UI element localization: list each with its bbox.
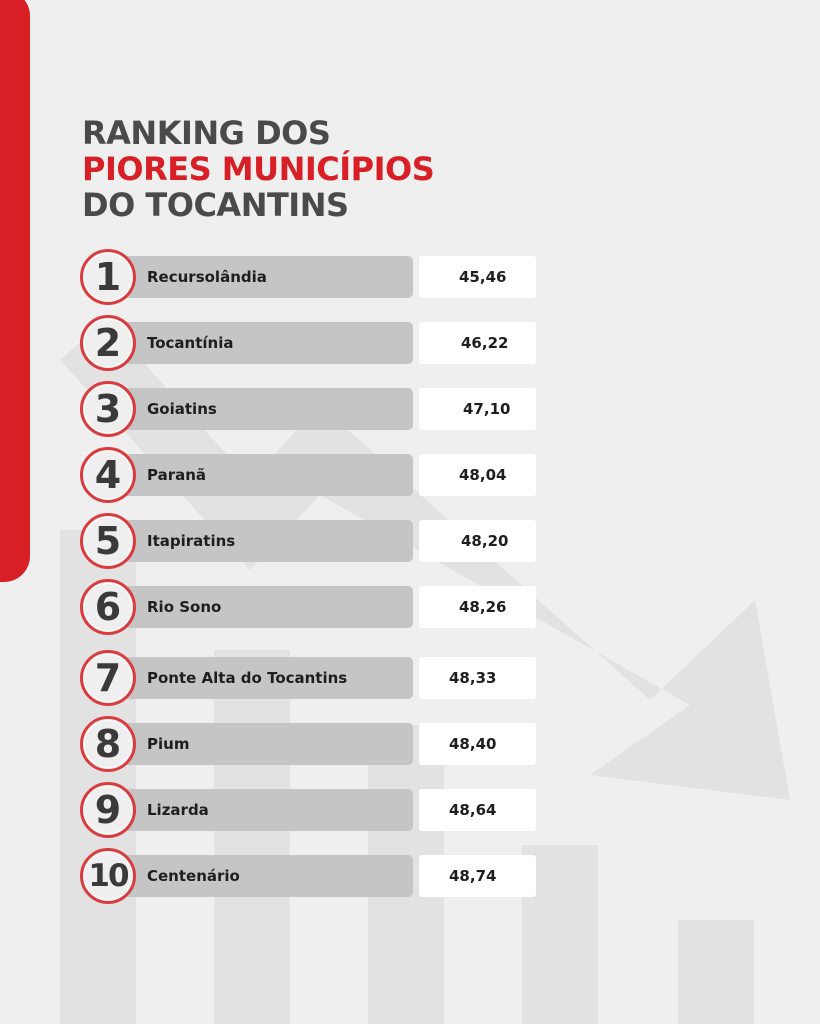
ranking-name-pill (110, 520, 413, 562)
municipality-name: Goiatins (147, 400, 217, 418)
rank-number-badge: 9 (80, 782, 136, 838)
score-value: 48,26 (419, 586, 536, 628)
ranking-name-pill (110, 586, 413, 628)
ranking-row: Ponte Alta do Tocantins 7 48,33 (80, 650, 540, 706)
ranking-row: Pium 8 48,40 (80, 716, 540, 772)
municipality-name: Ponte Alta do Tocantins (147, 669, 348, 687)
score-value: 48,40 (419, 723, 536, 765)
score-value: 46,22 (419, 322, 536, 364)
rank-number-badge: 2 (80, 315, 136, 371)
municipality-name: Pium (147, 735, 190, 753)
ranking-row: Paranã 4 48,04 (80, 447, 540, 503)
ranking-row: Tocantínia 2 46,22 (80, 315, 540, 371)
score-value: 48,33 (419, 657, 536, 699)
rank-number-badge: 1 (80, 249, 136, 305)
ranking-row: Itapiratins 5 48,20 (80, 513, 540, 569)
municipality-name: Paranã (147, 466, 207, 484)
ranking-name-pill (110, 454, 413, 496)
score-value: 48,64 (419, 789, 536, 831)
score-value: 48,20 (419, 520, 536, 562)
ranking-name-pill (110, 723, 413, 765)
municipality-name: Rio Sono (147, 598, 222, 616)
ranking-row: Rio Sono 6 48,26 (80, 579, 540, 635)
title-line-2: PIORES MUNICÍPIOS (82, 150, 435, 188)
municipality-name: Tocantínia (147, 334, 234, 352)
score-value: 48,74 (419, 855, 536, 897)
title-line-1: RANKING DOS (82, 114, 331, 152)
rank-number-badge: 10 (80, 848, 136, 904)
ranking-name-pill (110, 855, 413, 897)
title-line-3: DO TOCANTINS (82, 186, 349, 224)
ranking-row: Recursolândia 1 45,46 (80, 249, 540, 305)
ranking-name-pill (110, 256, 413, 298)
score-value: 48,04 (419, 454, 536, 496)
ranking-row: Lizarda 9 48,64 (80, 782, 540, 838)
ranking-name-pill (110, 789, 413, 831)
ranking-name-pill (110, 657, 413, 699)
rank-number-badge: 5 (80, 513, 136, 569)
ranking-name-pill (110, 388, 413, 430)
ranking-row: Centenário 10 48,74 (80, 848, 540, 904)
page-title: RANKING DOS PIORES MUNICÍPIOS DO TOCANTI… (82, 114, 435, 224)
ranking-name-pill (110, 322, 413, 364)
municipality-name: Lizarda (147, 801, 209, 819)
municipality-name: Recursolândia (147, 268, 267, 286)
rank-number-badge: 3 (80, 381, 136, 437)
rank-number-badge: 4 (80, 447, 136, 503)
rank-number-badge: 6 (80, 579, 136, 635)
red-accent-bar (0, 0, 30, 582)
ranking-row: Goiatins 3 47,10 (80, 381, 540, 437)
rank-number-badge: 7 (80, 650, 136, 706)
score-value: 45,46 (419, 256, 536, 298)
municipality-name: Itapiratins (147, 532, 236, 550)
score-value: 47,10 (419, 388, 536, 430)
rank-number-badge: 8 (80, 716, 136, 772)
municipality-name: Centenário (147, 867, 240, 885)
